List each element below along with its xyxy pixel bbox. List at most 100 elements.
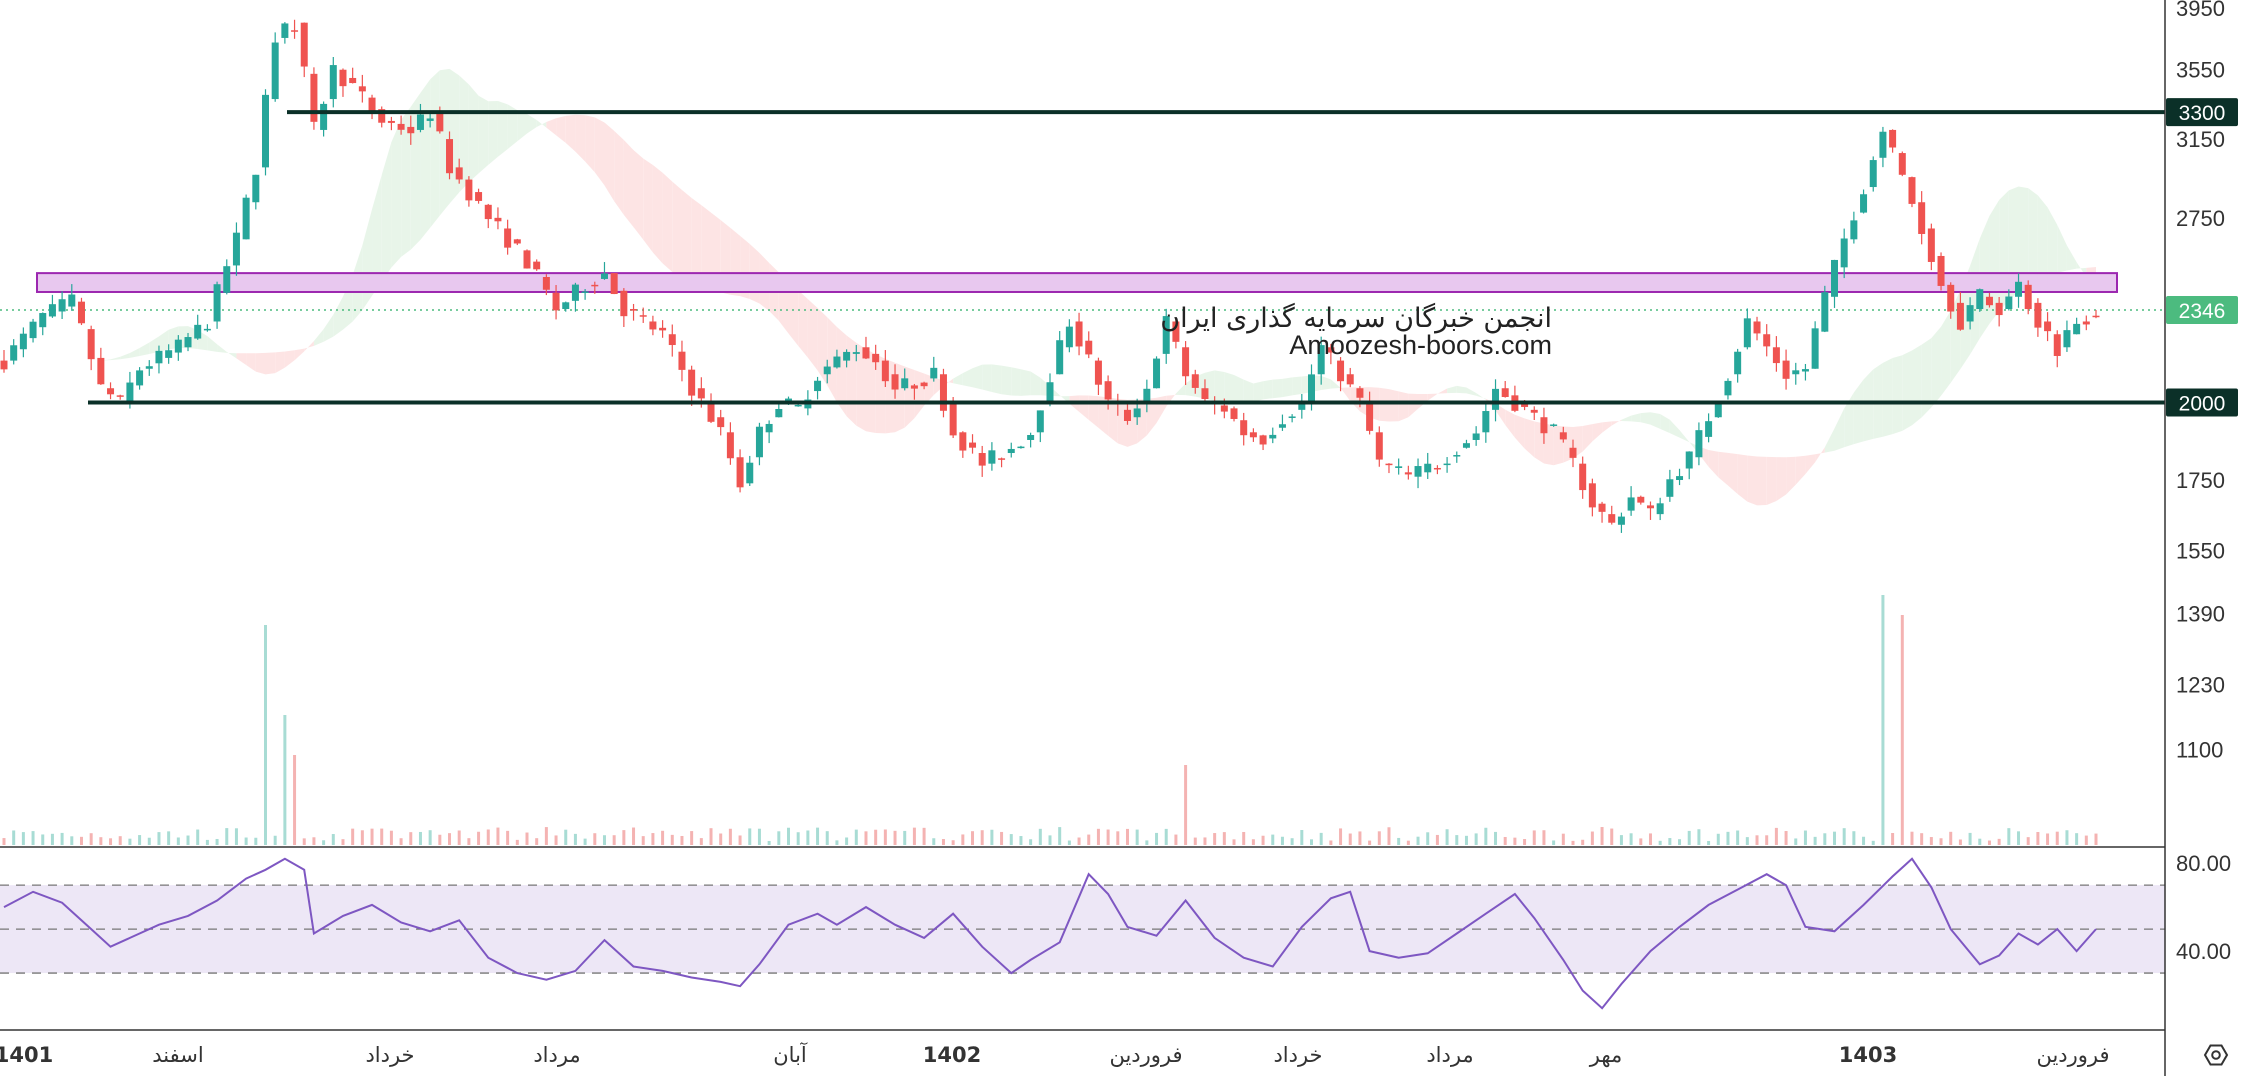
volume-bar <box>234 828 238 845</box>
cloud-segment <box>633 150 644 240</box>
volume-bar <box>118 836 122 845</box>
volume-bar <box>128 838 132 845</box>
candle-body <box>639 315 647 317</box>
volume-bar <box>2026 837 2030 845</box>
volume-bar <box>1193 837 1197 845</box>
candle-body <box>688 369 696 396</box>
cloud-segment <box>1882 358 1893 437</box>
horizontal-level-lines[interactable] <box>88 110 2165 405</box>
candle-body <box>1385 463 1393 466</box>
time-axis[interactable]: 1401 اسفند خرداد مرداد آبان 1402 فروردین خرداد م… <box>0 1042 2110 1067</box>
cloud-segment <box>420 79 431 240</box>
cloud-segment <box>1543 423 1554 466</box>
cloud-segment <box>536 119 547 128</box>
candle-body <box>1889 129 1897 148</box>
volume-bar <box>418 831 422 845</box>
cloud-segment <box>1931 326 1942 408</box>
cloud-segment <box>1379 387 1389 422</box>
price-tick-label: 1230 <box>2176 673 2225 698</box>
candle-body <box>387 120 395 123</box>
price-tick-label: 3150 <box>2176 127 2225 152</box>
candle-body <box>630 309 638 311</box>
volume-bar <box>1203 837 1207 845</box>
rsi-axis[interactable]: 80.00 40.00 <box>2176 851 2231 964</box>
cloud-segment <box>1030 371 1041 396</box>
candle-body <box>1956 302 1964 330</box>
volume-bar <box>883 829 887 845</box>
volume-bar <box>2046 833 2050 845</box>
candle-body <box>1046 382 1054 403</box>
settings-icon[interactable] <box>2203 1044 2229 1066</box>
candle-body <box>746 462 754 484</box>
cloud-segment <box>1863 369 1874 442</box>
cloud-segment <box>100 359 111 361</box>
candle-body <box>174 339 182 353</box>
volume-bar <box>990 829 994 845</box>
time-tick-label: اسفند <box>152 1043 203 1067</box>
volume-bar <box>845 837 849 845</box>
volume-bar <box>1445 829 1449 845</box>
candle-body <box>1366 402 1374 431</box>
volume-bar <box>2075 833 2079 845</box>
cloud-segment <box>856 342 866 432</box>
cloud-segment <box>1398 391 1409 422</box>
cloud-segment <box>1243 379 1254 404</box>
cloud-segment <box>217 344 227 353</box>
resistance-zone[interactable] <box>36 272 2118 293</box>
candle-body <box>1976 289 1984 310</box>
candle-body <box>901 378 909 389</box>
cloud-segment <box>1834 408 1845 451</box>
candle-body <box>1792 370 1800 375</box>
volume-bar <box>1668 838 1672 845</box>
cloud-segment <box>817 308 828 386</box>
price-candles <box>0 19 2100 533</box>
volume-bar <box>1503 836 1507 845</box>
cloud-segment <box>846 335 857 426</box>
candle-body <box>1065 326 1073 348</box>
candle-body <box>2024 284 2032 310</box>
time-tick-label: مرداد <box>1426 1043 1473 1067</box>
cloud-segment <box>962 368 973 388</box>
candle-body <box>310 73 318 122</box>
volume-bar <box>254 837 258 845</box>
volume-bar <box>1038 828 1042 845</box>
volume-bar <box>312 837 316 845</box>
cloud-segment <box>1844 392 1854 448</box>
last-price-badge <box>2166 296 2238 324</box>
volume-bar <box>399 838 403 845</box>
candle-body <box>2073 323 2081 335</box>
candle-body <box>339 69 347 87</box>
candle-body <box>48 304 56 317</box>
candle-body <box>1985 296 1993 306</box>
candle-body <box>39 313 47 328</box>
volume-bar <box>612 835 616 845</box>
candle-body <box>600 273 608 279</box>
volume-bar <box>757 828 761 845</box>
volume-bar <box>1368 840 1372 845</box>
cloud-segment <box>1175 383 1186 396</box>
volume-bar <box>535 838 539 845</box>
cloud-segment <box>304 340 314 352</box>
cloud-segment <box>1447 385 1457 394</box>
candle-body <box>910 385 918 389</box>
volume-bar <box>728 828 732 845</box>
cloud-segment <box>1660 413 1670 434</box>
candle-body <box>1947 284 1955 312</box>
cloud-segment <box>110 356 121 361</box>
volume-bar <box>99 837 103 845</box>
volume-bar <box>457 830 461 845</box>
candle-body <box>872 353 880 363</box>
cloud-segment <box>1911 344 1922 426</box>
volume-bar <box>1184 765 1188 845</box>
volume-bar <box>293 755 297 845</box>
volume-bar <box>661 830 665 845</box>
cloud-segment <box>2028 188 2038 285</box>
volume-bar <box>1406 840 1410 845</box>
volume-bar <box>1435 834 1439 845</box>
candle-body <box>1259 435 1267 445</box>
volume-bar <box>1271 834 1275 845</box>
cloud-segment <box>681 190 692 283</box>
cloud-segment <box>129 348 140 358</box>
cloud-segment <box>488 100 498 165</box>
